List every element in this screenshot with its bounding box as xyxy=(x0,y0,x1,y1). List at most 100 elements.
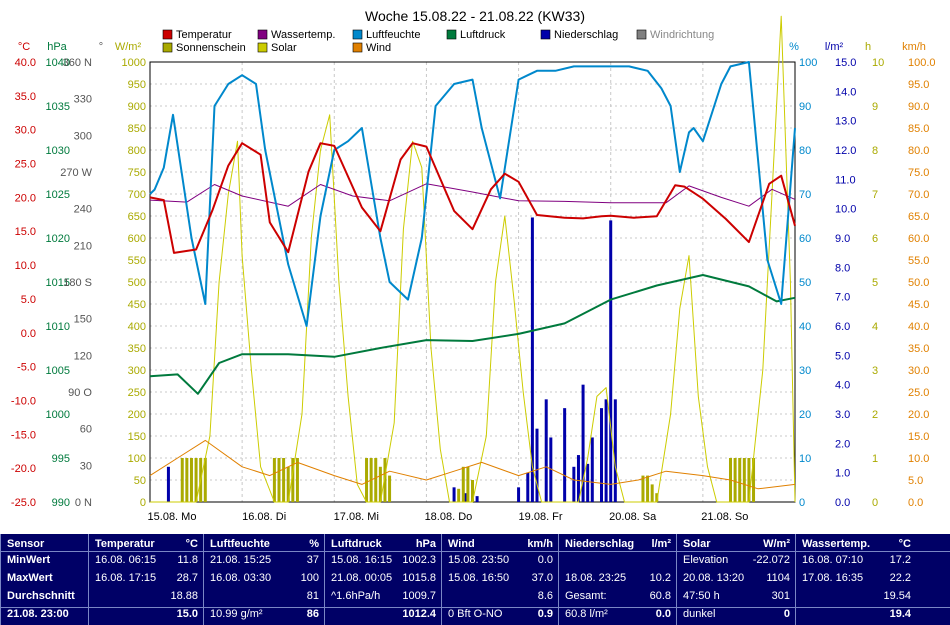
axis-tick-label: 75.0 xyxy=(908,167,929,179)
bar xyxy=(586,463,590,502)
axis-tick-label: 30 xyxy=(80,460,92,472)
axis-tick-label: 35.0 xyxy=(15,91,36,103)
sensor-section: Sensor MinWert MaxWert Durchschnitt 21.0… xyxy=(0,534,89,625)
bar-series-sonnenschein xyxy=(180,458,756,502)
max-time: 17.08. 16:35 xyxy=(802,572,864,584)
axis-tick-label: 40.0 xyxy=(15,57,36,69)
axis-tick-label: 70 xyxy=(799,189,811,201)
min-value: 0.0 xyxy=(537,554,553,566)
bar xyxy=(600,408,603,502)
bar xyxy=(544,399,548,502)
avg-value: 8.6 xyxy=(537,590,553,602)
x-axis-label: 20.08. Sa xyxy=(609,511,657,523)
luftfeuchte-unit: % xyxy=(309,538,319,550)
bar xyxy=(461,466,465,502)
axis-tick-label: 60 xyxy=(80,424,92,436)
legend-label: Temperatur xyxy=(176,29,232,41)
min-value: 37 xyxy=(306,554,319,566)
series-line-wind xyxy=(149,439,796,490)
axis-tick-label: 60 xyxy=(799,233,811,245)
temperatur-header: Temperatur xyxy=(95,538,155,550)
series-line-temperatur xyxy=(149,142,796,254)
axis-tick-label: 100 xyxy=(128,453,146,465)
stats-table: Sensor MinWert MaxWert Durchschnitt 21.0… xyxy=(0,534,950,625)
solar-section: Solar W/m² Elevation -22.072 20.08. 13:20 1… xyxy=(676,534,796,625)
axis-tick-label: 400 xyxy=(128,321,146,333)
max-time: 21.08. 00:05 xyxy=(331,572,393,584)
axis-tick-label: 120 xyxy=(74,350,92,362)
axis-tick-label: 2 xyxy=(872,409,878,421)
axis-tick-label: 55.0 xyxy=(908,255,929,267)
bar xyxy=(378,466,382,502)
axis-tick-label: 350 xyxy=(128,343,146,355)
luftdruck-unit: hPa xyxy=(415,538,436,550)
axis-tick-label: 270 W xyxy=(60,167,92,179)
axis-tick-label: 9 xyxy=(872,101,878,113)
luftfeuchte-section: Luftfeuchte% 21.08. 15:25 37 16.08. 03:30… xyxy=(203,534,325,625)
axis-tick-label: 0 xyxy=(140,497,146,509)
bar xyxy=(613,399,617,502)
axis-tick-label: 14.0 xyxy=(835,86,856,98)
axis-tick-label: 1025 xyxy=(46,189,70,201)
bar xyxy=(609,220,613,502)
bar xyxy=(576,455,580,502)
bar xyxy=(742,458,746,502)
axis-tick-label: 0 xyxy=(872,497,878,509)
axis-tick-label: 15.0 xyxy=(908,431,929,443)
axis-tick-label: 995 xyxy=(52,453,70,465)
axis-tick-label: 210 xyxy=(74,240,92,252)
axis-tick-label: 990 xyxy=(52,497,70,509)
axis-tick-label: 1030 xyxy=(46,145,70,157)
bar xyxy=(535,428,539,502)
bar xyxy=(463,493,467,502)
min-time: 15.08. 16:15 xyxy=(331,554,393,566)
axis-tick-label: 10.0 xyxy=(835,204,856,216)
axis-tick-label: 50 xyxy=(134,475,146,487)
axis-tick-label: 10.0 xyxy=(908,453,929,465)
axis-tick-label: 25.0 xyxy=(908,387,929,399)
axis-tick-label: 8 xyxy=(872,145,878,157)
bar xyxy=(291,458,295,502)
axis-tick-label: 5.0 xyxy=(21,294,36,306)
bar xyxy=(563,408,567,502)
axis-tick-label: 1040 xyxy=(46,57,70,69)
axis-tick-label: 10 xyxy=(872,57,884,69)
axis-unit-label: hPa xyxy=(47,41,67,53)
axis-tick-label: 1015 xyxy=(46,277,70,289)
wassertemp-header: Wassertemp. xyxy=(802,538,871,550)
axis-tick-label: 650 xyxy=(128,211,146,223)
axis-tick-label: 500 xyxy=(128,277,146,289)
axis-tick-label: 15.0 xyxy=(835,57,856,69)
series-line-wassertemp xyxy=(149,183,796,207)
min-time: 16.08. 07:10 xyxy=(802,554,864,566)
legend-label: Sonnenschein xyxy=(176,42,246,54)
axis-tick-label: 10.0 xyxy=(15,260,36,272)
avg-value: 301 xyxy=(771,590,790,602)
bar xyxy=(517,487,521,502)
elevation-label: Elevation xyxy=(683,554,729,566)
bar xyxy=(295,458,299,502)
series-line-luftfeuchte xyxy=(149,61,796,327)
axis-tick-label: 450 xyxy=(128,299,146,311)
axis-tick-label: 30 xyxy=(799,365,811,377)
legend: Temperatur Wassertemp. Luftfeuchte Luftdruc… xyxy=(162,29,714,54)
current-value: 15.0 xyxy=(176,608,198,620)
axis-tick-label: 6 xyxy=(872,233,878,245)
axis-tick-label: 5.0 xyxy=(835,350,850,362)
bar xyxy=(277,458,281,502)
luftdruck-header: Luftdruck xyxy=(331,538,382,550)
axis-unit-label: ° xyxy=(99,41,103,53)
axis-tick-label: 3.0 xyxy=(835,409,850,421)
axis-unit-label: h xyxy=(865,41,871,53)
axis-tick-label: 80 xyxy=(799,145,811,157)
wassertemp-section: Wassertemp. °C 16.08. 07:10 17.2 17.08. 16… xyxy=(795,534,950,625)
current-note: 60.8 l/m² xyxy=(565,608,608,620)
bar xyxy=(374,458,378,502)
axis-tick-label: -10.0 xyxy=(11,395,36,407)
bar xyxy=(650,484,654,502)
axis-tick-label: 150 xyxy=(74,314,92,326)
bar xyxy=(185,458,189,502)
axis-unit-label: W/m² xyxy=(115,41,142,53)
legend-label: Wassertemp. xyxy=(271,29,335,41)
avg-value: 1009.7 xyxy=(402,590,436,602)
